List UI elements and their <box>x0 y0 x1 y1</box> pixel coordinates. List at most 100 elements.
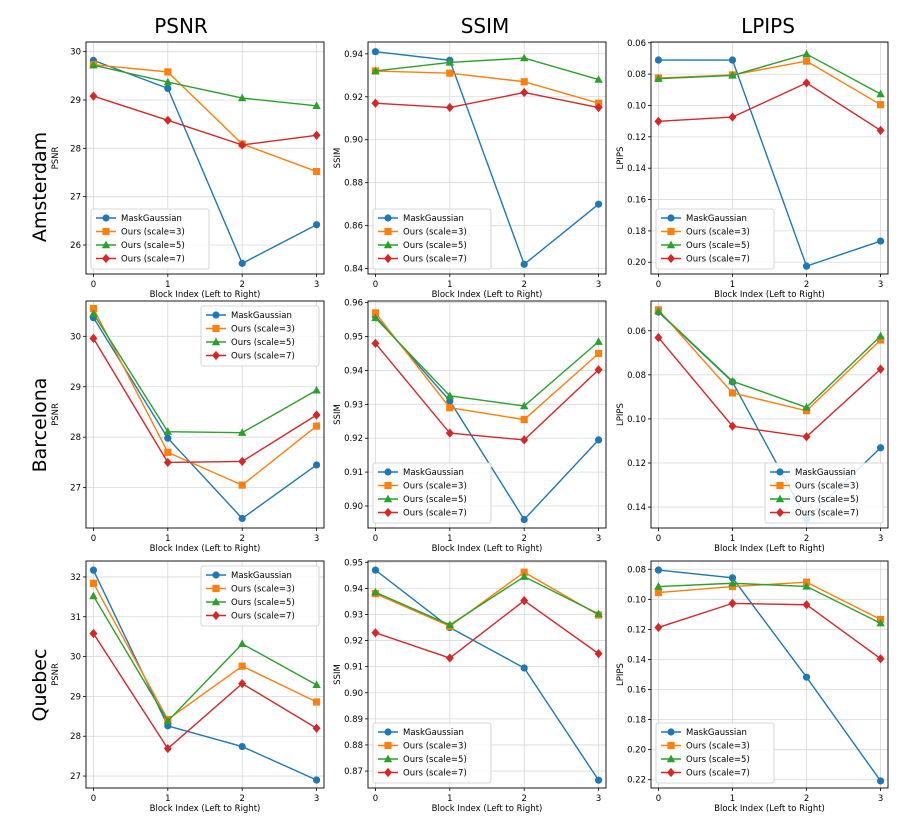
data-point <box>728 582 737 591</box>
legend-marker <box>666 754 676 763</box>
data-point <box>163 77 173 86</box>
axes-frame <box>650 560 889 789</box>
y-tick-label: 0.96 <box>344 299 363 309</box>
y-tick-label: 29 <box>70 96 81 106</box>
x-tick-label: 0 <box>373 534 378 544</box>
legend-label: Ours (scale=7) <box>403 255 467 265</box>
legend-marker <box>384 741 392 750</box>
y-tick-label: 0.16 <box>627 196 646 206</box>
x-tick-label: 1 <box>165 794 170 804</box>
legend-label: Ours (scale=3) <box>121 228 185 238</box>
data-point <box>802 262 811 270</box>
series-line-1 <box>375 50 600 266</box>
x-tick-label: 2 <box>804 794 809 804</box>
data-point <box>876 89 885 98</box>
data-point <box>445 102 454 113</box>
data-point <box>238 456 247 467</box>
data-point <box>445 653 454 663</box>
data-point <box>89 566 98 574</box>
legend-marker <box>101 240 111 249</box>
x-tick-label: 2 <box>239 534 244 544</box>
y-tick-label: 0.94 <box>344 366 363 376</box>
data-point <box>876 331 885 340</box>
axes-frame <box>367 41 607 275</box>
y-tick-label: 0.91 <box>344 468 363 478</box>
legend: MaskGaussian Ours (scale=3) Ours (scale=5)… <box>655 722 775 784</box>
data-point <box>446 397 454 405</box>
data-point <box>371 566 380 574</box>
y-tick-label: 0.91 <box>344 663 363 673</box>
x-tick-label: 0 <box>656 534 661 544</box>
series-line-2 <box>374 312 600 421</box>
x-tick-label: 1 <box>730 280 735 290</box>
x-tick-label: 0 <box>373 794 378 804</box>
legend-marker <box>212 311 220 319</box>
y-tick-label: 27 <box>70 193 81 203</box>
legend-label: MaskGaussian <box>403 468 464 478</box>
y-tick-label: 0.94 <box>344 584 363 594</box>
axes-frame <box>650 41 889 275</box>
legend-marker <box>776 468 784 476</box>
y-tick-label: 0.90 <box>344 136 363 146</box>
y-tick-label: 0.10 <box>627 101 646 111</box>
x-axis-label: Block Index (Left to Right) <box>432 290 543 300</box>
y-tick-label: 30 <box>70 653 81 663</box>
data-point <box>654 74 663 82</box>
data-point <box>728 574 737 582</box>
legend: MaskGaussian Ours (scale=3) Ours (scale=5)… <box>764 462 884 524</box>
plot-psnr-quebec: 27 28 29 30 31 32 0 1 2 3 Block Index (Left to Rig… <box>51 560 325 814</box>
x-tick-label: 3 <box>596 534 601 544</box>
data-point <box>728 70 737 79</box>
series-line-4 <box>375 91 599 109</box>
x-axis-label: Block Index (Left to Right) <box>150 290 261 300</box>
series-line-1 <box>375 569 600 781</box>
series-line-3 <box>93 64 317 107</box>
y-axis-label: PSNR <box>51 663 61 686</box>
data-point <box>876 101 885 109</box>
series-line-2 <box>375 70 599 104</box>
x-axis-label: Block Index (Left to Right) <box>714 544 825 554</box>
legend-label: Ours (scale=3) <box>231 585 295 595</box>
data-point <box>312 167 321 176</box>
y-tick-label: 0.89 <box>344 715 363 725</box>
legend-marker <box>102 227 110 236</box>
x-tick-label: 1 <box>447 280 452 290</box>
data-point <box>371 309 380 317</box>
legend-marker <box>383 754 393 763</box>
legend-marker <box>667 214 675 222</box>
data-point <box>163 743 172 754</box>
legend-label: MaskGaussian <box>795 468 856 478</box>
data-point <box>89 628 98 639</box>
legend: MaskGaussian Ours (scale=3) Ours (scale=5)… <box>372 462 492 524</box>
data-point <box>876 654 885 664</box>
y-tick-label: 0.10 <box>627 595 646 605</box>
legend-box <box>372 462 492 524</box>
legend-marker <box>384 507 392 518</box>
x-tick-label: 2 <box>804 534 809 544</box>
y-tick-label: 29 <box>70 383 81 393</box>
x-tick-label: 3 <box>878 534 883 544</box>
data-point <box>594 102 603 113</box>
legend-marker <box>775 494 785 503</box>
data-point <box>594 649 603 659</box>
plot-psnr-amsterdam: 26 27 28 29 30 0 1 2 3 Block Index (Left to Right… <box>51 41 325 300</box>
legend-marker <box>384 227 392 236</box>
y-tick-label: 0.12 <box>627 459 646 469</box>
data-point <box>238 481 246 489</box>
data-point <box>876 444 885 452</box>
series-line-1 <box>93 59 317 265</box>
legend-label: Ours (scale=7) <box>795 509 859 519</box>
legend-box <box>200 305 320 367</box>
legend-box <box>200 565 320 627</box>
axes-frame <box>85 560 325 789</box>
x-tick-label: 1 <box>165 534 170 544</box>
series-line-1 <box>658 569 882 782</box>
data-point <box>89 333 98 343</box>
x-tick-label: 2 <box>521 534 526 544</box>
y-tick-label: 0.93 <box>344 400 363 410</box>
y-tick-label: 30 <box>70 48 81 58</box>
plot-lpips-quebec: 0.08 0.10 0.12 0.14 0.16 0.18 0.20 0.22 0 1 2 3 Bloc… <box>616 560 889 814</box>
